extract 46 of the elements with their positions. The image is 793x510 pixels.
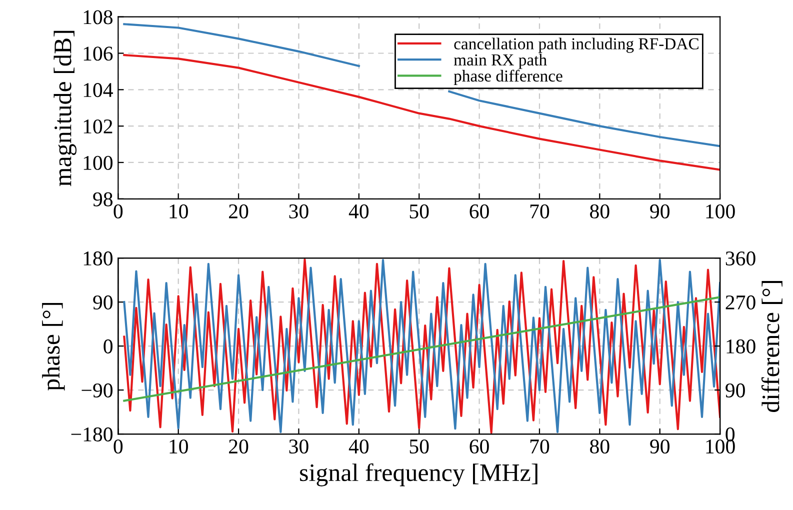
- x-tick-label: 30: [289, 439, 308, 454]
- y-axis-title: phase [°]: [42, 302, 65, 391]
- x-tick-label: 80: [590, 439, 610, 454]
- x-axis-title: signal frequency [MHz]: [300, 463, 538, 486]
- y2-axis-title: difference [°]: [761, 281, 782, 412]
- x-tick-label: 50: [410, 204, 429, 218]
- x-tick-label: 100: [706, 204, 735, 218]
- y-tick-label: 98: [93, 192, 112, 206]
- x-tick-label: 10: [170, 204, 188, 218]
- x-tick-label: 20: [229, 439, 248, 454]
- y2-tick-label: 90: [726, 383, 745, 398]
- y2-tick-label: 0: [726, 427, 735, 442]
- x-tick-label: 30: [289, 204, 308, 218]
- x-tick-label: 20: [229, 204, 248, 218]
- x-tick-label: 70: [530, 439, 550, 454]
- y-tick-label: 102: [84, 119, 112, 134]
- x-tick-label: 90: [650, 439, 670, 454]
- y2-tick-label: 180: [726, 339, 756, 354]
- x-tick-label: 10: [170, 439, 188, 454]
- x-tick-label: 80: [590, 204, 610, 218]
- x-tick-label: 40: [348, 439, 369, 454]
- x-tick-label: 60: [470, 204, 489, 218]
- y2-tick-label: 360: [726, 251, 756, 266]
- x-tick-label: 0: [114, 204, 123, 218]
- legend-label: cancellation path including RF-DAC: [454, 38, 698, 53]
- y-tick-label: 180: [84, 251, 112, 266]
- x-tick-label: 100: [706, 439, 735, 454]
- x-tick-label: 50: [410, 439, 429, 454]
- y-tick-label: 90: [93, 295, 112, 310]
- x-tick-label: 90: [650, 204, 670, 218]
- y-tick-label: 108: [84, 10, 112, 24]
- x-tick-label: 0: [114, 439, 123, 454]
- legend-label: phase difference: [454, 70, 562, 86]
- y2-tick-label: 270: [726, 295, 756, 310]
- x-tick-label: 40: [348, 204, 369, 218]
- legend-label: main RX path: [454, 54, 547, 69]
- line-series: [123, 54, 720, 171]
- x-tick-label: 70: [530, 204, 550, 218]
- y-tick-label: 106: [84, 46, 113, 61]
- y-tick-label: −180: [71, 427, 113, 442]
- y-tick-label: 100: [84, 156, 112, 170]
- y-tick-label: 104: [84, 83, 113, 98]
- x-tick-label: 60: [470, 439, 489, 454]
- y-tick-label: −90: [82, 383, 113, 398]
- y-tick-label: 0: [104, 339, 112, 354]
- y-axis-title: magnitude [dB]: [54, 30, 76, 186]
